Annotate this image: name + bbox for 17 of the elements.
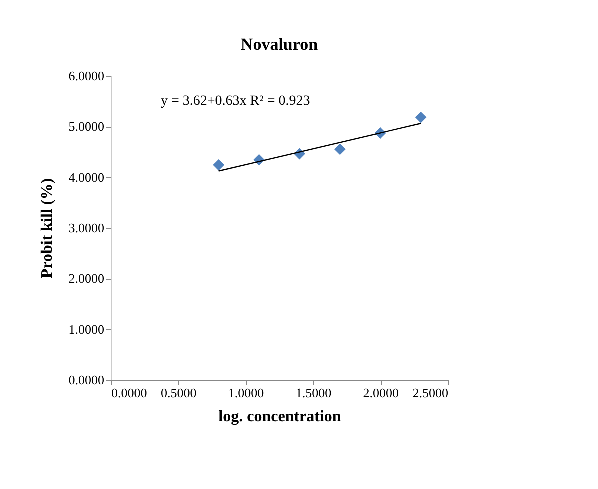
x-tick-label: 0.5000 <box>161 386 197 400</box>
y-tick-label: 4.0000 <box>68 170 104 185</box>
annotation: y = 3.62+0.63x R² = 0.923 <box>161 94 310 109</box>
x-tick-label: 1.0000 <box>228 386 264 400</box>
x-tick-label: 1.5000 <box>296 386 332 400</box>
y-tick-label: 6.0000 <box>68 68 104 84</box>
y-tick-label: 3.0000 <box>68 220 104 236</box>
x-axis-title: log. concentration <box>218 408 342 426</box>
y-tick-label: 2.0000 <box>68 271 104 286</box>
chart-title: Novaluron <box>240 35 319 54</box>
y-tick-label: 5.0000 <box>68 119 104 134</box>
y-tick-label: 0.0000 <box>68 372 104 388</box>
x-tick-label: 2.0000 <box>363 386 399 400</box>
y-tick-label: 1.0000 <box>68 322 104 337</box>
x-tick-label: 0.0000 <box>112 386 148 400</box>
x-tick-label: 2.5000 <box>412 386 448 400</box>
y-axis-title: Probit kill (%) <box>38 178 56 279</box>
